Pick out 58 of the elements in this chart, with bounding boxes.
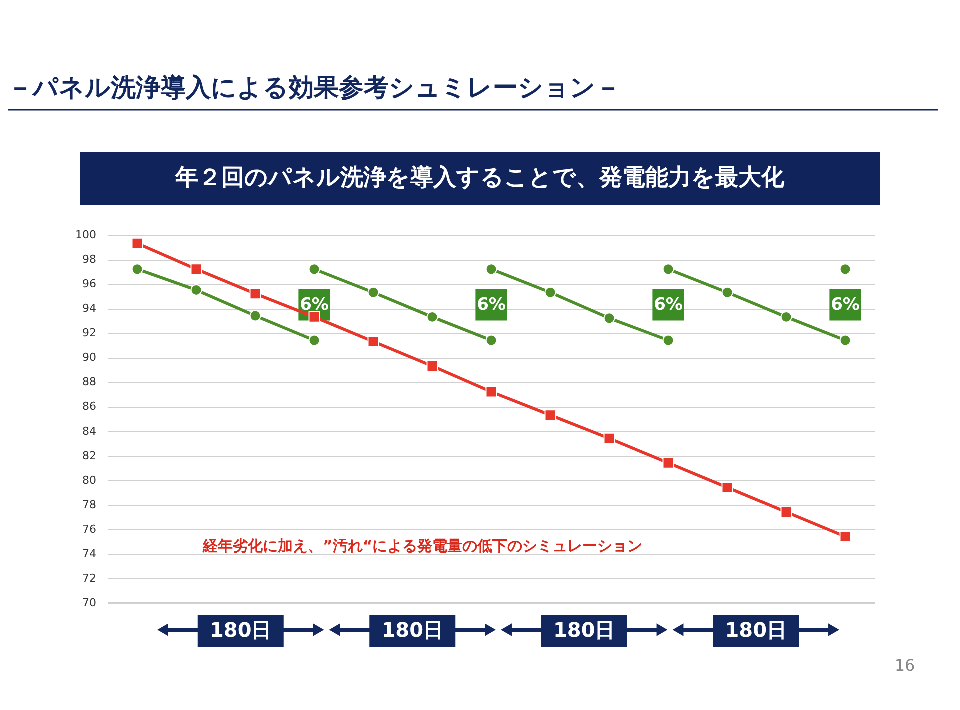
y-tick-label: 96 (82, 278, 96, 291)
point (132, 238, 144, 250)
y-tick-label: 98 (82, 253, 96, 266)
point (308, 264, 320, 276)
point (840, 531, 852, 543)
point (368, 336, 380, 348)
y-tick-label: 100 (76, 228, 96, 242)
y-tick-label: 84 (82, 424, 96, 438)
y-tick-label: 92 (82, 326, 96, 340)
point (604, 312, 616, 324)
annotation: 6% (654, 294, 683, 315)
point (368, 286, 380, 298)
point (840, 264, 852, 276)
chart-title: －パネル洗浄導入による効果参考シュミレーション－ (8, 73, 621, 102)
point (486, 386, 498, 398)
text: 180日 (382, 618, 444, 642)
point (662, 334, 674, 346)
y-tick-label: 88 (82, 376, 96, 389)
y-tick-label: 82 (82, 449, 96, 462)
annotation: 6% (300, 294, 329, 315)
point (426, 360, 438, 372)
point (250, 288, 262, 300)
y-tick-label: 74 (82, 547, 96, 560)
y-tick-label: 86 (82, 400, 96, 414)
point (840, 334, 852, 346)
text: 16 (894, 656, 916, 675)
point (780, 311, 792, 323)
text: 180日 (725, 618, 787, 642)
point (662, 264, 674, 276)
point (722, 482, 734, 494)
y-tick-label: 70 (82, 596, 96, 610)
y-tick-label: 72 (82, 572, 96, 585)
annotation: 6% (831, 294, 860, 315)
y-tick-label: 78 (82, 498, 96, 512)
text: 180日 (554, 618, 616, 642)
point (604, 432, 616, 444)
y-tick-label: 80 (82, 474, 96, 487)
point (308, 334, 320, 346)
point (780, 506, 792, 518)
y-tick-label: 90 (82, 351, 96, 364)
point (132, 264, 144, 276)
point (662, 457, 674, 469)
point (308, 311, 320, 323)
point (426, 311, 438, 323)
text: 180日 (210, 618, 272, 642)
annotation: 6% (477, 294, 506, 315)
point (486, 264, 498, 276)
chart-subtitle: 年２回のパネル洗浄を導入することで、発電能力を最大化 (174, 165, 786, 191)
y-tick-label: 76 (82, 522, 96, 536)
y-tick-label: 94 (82, 302, 96, 316)
point (486, 334, 498, 346)
point (190, 264, 202, 276)
point (722, 286, 734, 298)
annotation: 経年劣化に加え、”汚れ“による発電量の低下のシミュレーション (202, 537, 643, 555)
point (190, 284, 202, 296)
point (544, 410, 556, 422)
point (544, 286, 556, 298)
point (250, 310, 262, 322)
